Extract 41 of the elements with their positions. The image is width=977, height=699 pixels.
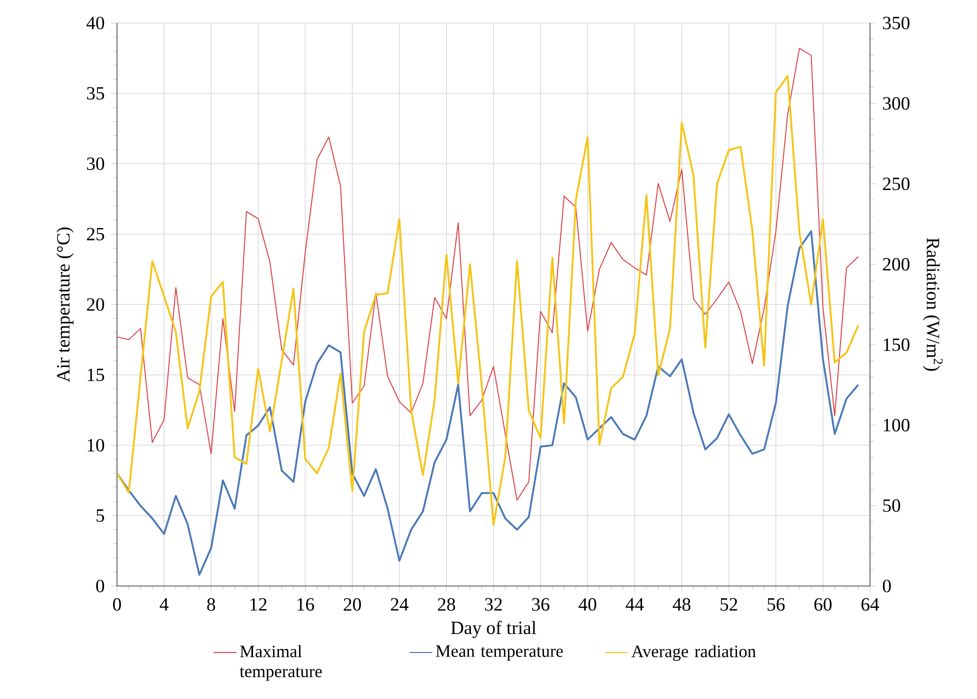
x-tick-label: 52 [720,598,738,611]
legend-label: Maximal temperature [240,645,322,681]
y-tick-label: 35 [87,87,104,100]
y-tick-label: 40 [86,16,104,30]
legend-label: Mean temperature [436,645,563,660]
y-tick-label: 20 [86,298,104,311]
y2-tick-label: 350 [883,16,910,30]
x-axis-title: Day of trial [451,620,536,638]
x-tick-label: 56 [768,598,785,611]
y2-axis-title: Radiation (W/m$^{2}$) [922,238,942,371]
x-tick-label: 40 [578,598,596,611]
y2-tick-label: 200 [883,258,910,271]
x-tick-label: 48 [672,598,690,611]
y2-tick-label: 250 [883,178,910,190]
y-axis-title: Air temperature (°C) [56,227,74,382]
y2-tick-label: 0 [882,580,891,592]
x-tick-label: 36 [532,598,550,611]
y2-tick-label: 100 [884,418,910,432]
x-tick-label: 20 [344,598,361,611]
y-tick-label: 30 [87,157,104,170]
x-tick-label: 16 [298,598,314,611]
legend-label: Average radiation [631,645,756,661]
y2-tick-label: 300 [883,97,910,110]
y2-tick-label: 150 [884,338,910,352]
x-tick-label: 64 [861,598,880,611]
x-tick-label: 8 [207,598,216,611]
x-tick-label: 0 [113,598,121,611]
x-tick-label: 32 [485,598,502,611]
y-tick-label: 10 [88,438,104,452]
x-tick-label: 28 [438,598,456,611]
y-tick-label: 25 [86,228,104,240]
x-tick-label: 44 [626,598,644,610]
y-tick-label: 15 [88,368,104,382]
y2-tick-label: 50 [883,499,900,512]
y-tick-label: 0 [96,580,104,592]
x-tick-label: 24 [390,598,408,611]
x-tick-label: 60 [814,598,832,611]
x-tick-label: 12 [250,598,266,611]
line-series [117,230,860,576]
y-tick-label: 5 [96,509,104,522]
x-tick-label: 4 [160,598,168,610]
